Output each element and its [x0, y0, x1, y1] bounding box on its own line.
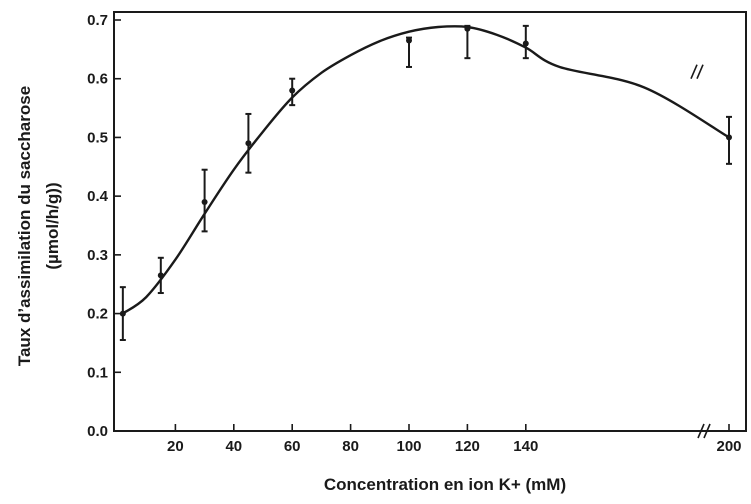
- x-tick-label: 80: [342, 438, 359, 455]
- x-tick-label: 100: [396, 438, 421, 455]
- data-marker: [726, 134, 732, 141]
- fitted-curve-line: [122, 25, 730, 315]
- data-marker: [245, 140, 252, 147]
- data-point: [522, 24, 529, 60]
- data-points: [119, 24, 732, 341]
- curve-break-gap: [693, 62, 701, 81]
- curve-break-stroke: [690, 64, 698, 79]
- x-tick-label: 200: [716, 438, 741, 455]
- x-axis: 20 40 60 80 100 120 140 200: [167, 424, 742, 455]
- data-marker: [289, 87, 296, 94]
- x-tick-label: 120: [455, 438, 480, 455]
- data-point: [157, 256, 164, 295]
- data-point: [726, 115, 732, 165]
- data-marker: [464, 25, 471, 32]
- plot-frame: [113, 11, 747, 432]
- data-marker: [201, 199, 208, 206]
- y-tick-label: 0.5: [87, 129, 108, 146]
- data-marker: [522, 40, 529, 47]
- data-marker: [157, 272, 164, 279]
- y-tick-label: 0.2: [87, 306, 108, 323]
- x-tick-label: 40: [225, 438, 242, 455]
- y-tick-label: 0.0: [87, 423, 108, 440]
- x-axis-title: Concentration en ion K+ (mM): [324, 475, 566, 494]
- y-tick-label: 0.3: [87, 247, 108, 264]
- data-point: [119, 286, 126, 341]
- curve-break-stroke: [696, 64, 704, 79]
- x-axis-break-stroke: [703, 423, 711, 439]
- data-point: [201, 168, 208, 233]
- fitted-curve: [122, 25, 730, 315]
- data-point: [406, 36, 412, 68]
- data-point: [289, 77, 296, 107]
- data-point: [464, 24, 471, 60]
- y-axis-title-line-1: Taux d’assimilation du saccharose: [15, 86, 34, 366]
- y-axis-title-line-2: (µmol/h/g)): [43, 182, 62, 269]
- y-tick-label: 0.1: [87, 364, 108, 381]
- data-marker: [406, 37, 412, 44]
- axis-break-marks: [690, 62, 711, 439]
- y-axis: 0.0 0.1 0.2 0.3 0.4 0.5 0.6 0.7: [87, 12, 121, 440]
- y-tick-label: 0.4: [87, 188, 109, 205]
- data-point: [245, 112, 252, 174]
- x-tick-label: 140: [513, 438, 538, 455]
- y-tick-label: 0.6: [87, 71, 108, 88]
- x-axis-break-stroke: [697, 423, 705, 439]
- x-tick-label: 60: [284, 438, 301, 455]
- y-tick-label: 0.7: [87, 12, 108, 29]
- data-marker: [119, 310, 126, 317]
- x-tick-label: 20: [167, 438, 184, 455]
